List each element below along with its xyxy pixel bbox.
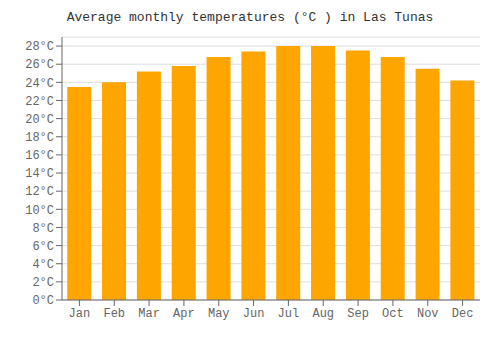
svg-text:6°C: 6°C — [32, 240, 54, 254]
svg-text:20°C: 20°C — [25, 113, 54, 127]
svg-text:Jan: Jan — [69, 307, 91, 321]
svg-text:Jun: Jun — [243, 307, 265, 321]
svg-text:Feb: Feb — [103, 307, 125, 321]
svg-text:14°C: 14°C — [25, 167, 54, 181]
svg-text:Dec: Dec — [452, 307, 474, 321]
svg-text:Aug: Aug — [312, 307, 334, 321]
svg-text:10°C: 10°C — [25, 204, 54, 218]
svg-text:Jul: Jul — [278, 307, 300, 321]
svg-text:Apr: Apr — [173, 307, 195, 321]
svg-text:Mar: Mar — [138, 307, 160, 321]
svg-text:18°C: 18°C — [25, 131, 54, 145]
svg-text:0°C: 0°C — [32, 294, 54, 308]
svg-text:22°C: 22°C — [25, 95, 54, 109]
svg-text:12°C: 12°C — [25, 185, 54, 199]
svg-text:26°C: 26°C — [25, 58, 54, 72]
svg-text:28°C: 28°C — [25, 40, 54, 54]
svg-text:8°C: 8°C — [32, 222, 54, 236]
svg-text:4°C: 4°C — [32, 258, 54, 272]
svg-text:May: May — [208, 307, 230, 321]
svg-text:Sep: Sep — [347, 307, 369, 321]
svg-text:24°C: 24°C — [25, 77, 54, 91]
html-text:Average monthly temperatures (: Average monthly temperatures (°C ) in La… — [66, 10, 434, 25]
svg-text:Nov: Nov — [417, 307, 439, 321]
svg-text:16°C: 16°C — [25, 149, 54, 163]
svg-text:2°C: 2°C — [32, 276, 54, 290]
svg-text:Oct: Oct — [382, 307, 404, 321]
